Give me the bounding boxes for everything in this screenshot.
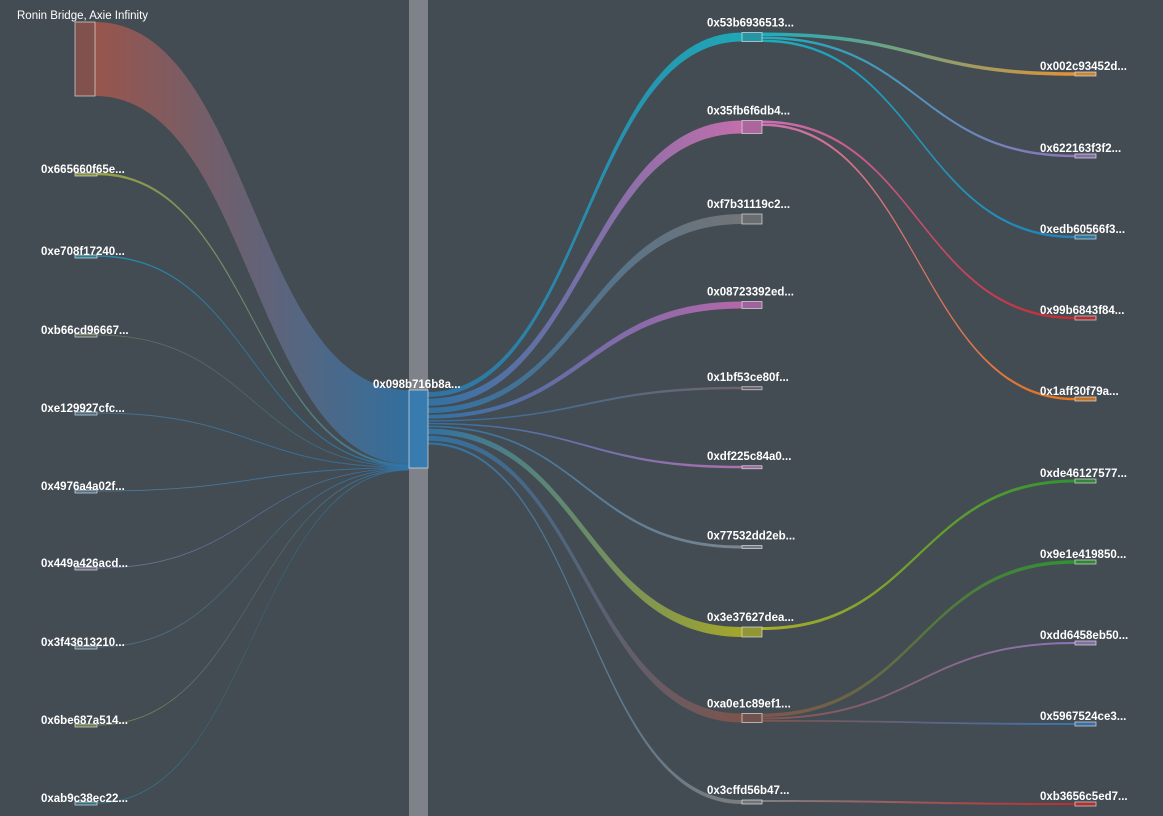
node-mid-8[interactable] xyxy=(741,713,763,723)
node-right-3[interactable] xyxy=(1074,315,1097,321)
node-left-7[interactable] xyxy=(74,723,98,728)
node-mid-9[interactable] xyxy=(741,799,763,805)
link-hub-mid-5[interactable] xyxy=(428,422,742,469)
label-left-8: 0xab9c38ec22... xyxy=(41,793,128,805)
label-mid-8: 0xa0e1c89ef1... xyxy=(707,699,791,711)
node-left-0[interactable] xyxy=(74,172,98,177)
link-left-2[interactable] xyxy=(97,334,409,468)
node-mid-5[interactable] xyxy=(741,465,763,470)
node-labels: Ronin Bridge, Axie Infinity 0x098b716b8a… xyxy=(17,10,1128,805)
node-right-4[interactable] xyxy=(1074,396,1097,402)
label-right-7: 0xdd6458eb50... xyxy=(1040,630,1128,642)
label-left-4: 0x4976a4a02f... xyxy=(41,481,125,493)
source-label: Ronin Bridge, Axie Infinity xyxy=(17,10,148,22)
node-right-8[interactable] xyxy=(1074,721,1097,727)
node-left-6[interactable] xyxy=(74,645,98,650)
link-mid-right-8[interactable] xyxy=(762,720,1075,725)
link-mid-right-2[interactable] xyxy=(762,39,1075,239)
link-mid-right-1[interactable] xyxy=(762,36,1075,158)
link-left-6[interactable] xyxy=(97,468,409,648)
label-mid-6: 0x77532dd2eb... xyxy=(707,531,795,543)
node-left-2[interactable] xyxy=(74,333,98,338)
link-mid-right-3[interactable] xyxy=(762,120,1075,320)
node-right-5[interactable] xyxy=(1074,478,1097,484)
link-hub-mid-8[interactable] xyxy=(428,435,742,723)
label-left-6: 0x3f43613210... xyxy=(41,637,125,649)
label-right-4: 0x1aff30f79a... xyxy=(1040,386,1119,398)
node-left-4[interactable] xyxy=(74,489,98,494)
link-left-0[interactable] xyxy=(97,172,409,467)
label-mid-3: 0x08723392ed... xyxy=(707,287,794,299)
link-hub-mid-3[interactable] xyxy=(428,301,742,419)
label-mid-4: 0x1bf53ce80f... xyxy=(707,372,789,384)
node-mid-7[interactable] xyxy=(741,626,763,638)
label-right-2: 0xedb60566f3... xyxy=(1040,224,1125,236)
link-hub-mid-2[interactable] xyxy=(428,214,742,414)
label-mid-0: 0x53b6936513... xyxy=(707,18,794,30)
link-hub-mid-9[interactable] xyxy=(428,442,742,804)
link-mid-right-7[interactable] xyxy=(762,642,1075,720)
link-hub-mid-7[interactable] xyxy=(428,428,742,637)
node-mid-1[interactable] xyxy=(741,120,763,134)
link-hub-mid-0[interactable] xyxy=(428,32,742,397)
link-hub-mid-1[interactable] xyxy=(428,120,742,406)
node-mid-3[interactable] xyxy=(741,301,763,309)
label-mid-5: 0xdf225c84a0... xyxy=(707,451,791,463)
flow-nodes xyxy=(74,21,1097,807)
node-right-6[interactable] xyxy=(1074,559,1097,565)
link-left-8[interactable] xyxy=(97,469,409,804)
link-mid-right-4[interactable] xyxy=(762,123,1075,401)
label-left-3: 0xe129927cfc... xyxy=(41,403,125,415)
label-right-8: 0x5967524ce3... xyxy=(1040,711,1126,723)
link-mid-right-9[interactable] xyxy=(762,800,1075,805)
link-source-hub[interactable] xyxy=(95,22,409,464)
flow-links xyxy=(95,22,1075,805)
link-hub-mid-4[interactable] xyxy=(428,386,742,422)
link-left-4[interactable] xyxy=(97,467,409,492)
node-hub[interactable] xyxy=(408,389,429,469)
label-right-1: 0x622163f3f2... xyxy=(1040,143,1121,155)
label-right-0: 0x002c93452d... xyxy=(1040,61,1127,73)
label-mid-2: 0xf7b31119c2... xyxy=(707,199,790,211)
node-left-5[interactable] xyxy=(74,566,98,571)
label-left-5: 0x449a426acd... xyxy=(41,558,128,570)
node-left-8[interactable] xyxy=(74,801,98,806)
node-mid-2[interactable] xyxy=(741,213,763,225)
link-mid-right-6[interactable] xyxy=(762,560,1075,717)
hub-label: 0x098b716b8a... xyxy=(373,379,461,391)
node-right-1[interactable] xyxy=(1074,153,1097,159)
label-mid-7: 0x3e37627dea... xyxy=(707,612,794,624)
link-hub-mid-6[interactable] xyxy=(428,425,742,549)
label-left-2: 0xb66cd96667... xyxy=(41,325,129,337)
node-mid-6[interactable] xyxy=(741,545,763,549)
node-left-3[interactable] xyxy=(74,411,98,416)
link-mid-right-0[interactable] xyxy=(762,32,1075,76)
label-left-0: 0x665660f65e... xyxy=(41,164,125,176)
node-left-1[interactable] xyxy=(74,254,98,259)
node-right-7[interactable] xyxy=(1074,640,1097,646)
node-source[interactable] xyxy=(74,21,96,97)
node-mid-0[interactable] xyxy=(741,32,763,42)
label-mid-9: 0x3cffd56b47... xyxy=(707,785,789,797)
label-left-1: 0xe708f17240... xyxy=(41,246,125,258)
node-mid-4[interactable] xyxy=(741,386,763,391)
node-right-2[interactable] xyxy=(1074,234,1097,240)
label-mid-1: 0x35fb6f6db4... xyxy=(707,106,790,118)
label-right-6: 0x9e1e419850... xyxy=(1040,549,1126,561)
node-right-0[interactable] xyxy=(1074,71,1097,77)
link-left-5[interactable] xyxy=(97,467,409,569)
link-mid-right-5[interactable] xyxy=(762,479,1075,631)
label-left-7: 0x6be687a514... xyxy=(41,715,128,727)
label-right-9: 0xb3656c5ed7... xyxy=(1040,791,1128,803)
link-left-1[interactable] xyxy=(97,255,409,467)
label-right-5: 0xde46127577... xyxy=(1040,468,1127,480)
label-right-3: 0x99b6843f84... xyxy=(1040,305,1124,317)
node-right-9[interactable] xyxy=(1074,801,1097,807)
link-left-3[interactable] xyxy=(97,412,409,468)
link-left-7[interactable] xyxy=(97,469,409,726)
